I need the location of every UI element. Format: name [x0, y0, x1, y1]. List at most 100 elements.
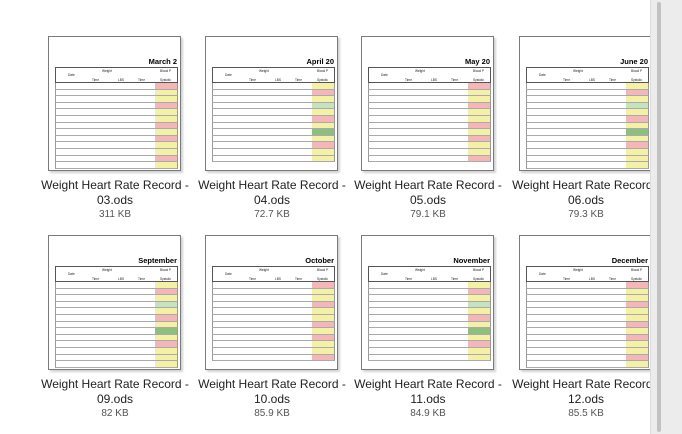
file-name-line2: 06.ods	[567, 193, 605, 207]
sheet-month-title: October	[305, 256, 334, 265]
file-item[interactable]: October Date Weight Time LBS Time Blood P Systo…	[192, 235, 352, 425]
sheet-row	[526, 341, 649, 348]
file-item[interactable]: September Date Weight Time LBS Time Blood P Sys…	[35, 235, 195, 425]
file-thumbnail[interactable]: May 20 Date Weight Time LBS Time Blood P Systol…	[361, 36, 494, 171]
bp-cell	[626, 347, 648, 354]
file-thumbnail[interactable]: November Date Weight Time LBS Time Blood P Syst…	[361, 235, 494, 370]
sheet-month-title: September	[138, 256, 177, 265]
file-name[interactable]: Weight Heart Rate Record -09.ods	[35, 377, 195, 407]
sheet-row	[212, 341, 335, 348]
sheet-row	[368, 148, 491, 156]
file-name[interactable]: Weight Heart Rate Record -05.ods	[348, 178, 508, 208]
sheet-row	[526, 135, 649, 143]
bp-cell	[155, 347, 177, 354]
sheet-row	[212, 295, 335, 302]
bp-cell	[155, 314, 177, 321]
sheet-header-label: Weight	[259, 268, 269, 272]
file-name[interactable]: Weight Heart Rate Record -03.ods	[35, 178, 195, 208]
file-name[interactable]: Weight Heart Rate Record -11.ods	[348, 377, 508, 407]
sheet-row	[526, 83, 649, 90]
file-name-line1: Weight Heart Rate Record -	[41, 377, 189, 391]
sheet-header-label: Blood P	[473, 69, 485, 73]
sheet-header-label: Systolic	[473, 78, 484, 82]
file-item[interactable]: aryDateWeightTimeLBSTimeBlood PSystolicW…	[0, 36, 3, 226]
sheet-row	[526, 115, 649, 123]
bp-cell	[155, 328, 177, 334]
sheet-row	[55, 301, 178, 309]
file-thumbnail[interactable]: December Date Weight Time LBS Time Blood P Syst…	[519, 235, 650, 370]
bp-cell	[468, 354, 490, 361]
scrollbar-thumb[interactable]	[657, 2, 661, 432]
file-item[interactable]: April 20 Date Weight Time LBS Time Blood P Syst…	[192, 36, 352, 226]
sheet-header-label: Date	[539, 73, 546, 77]
file-thumbnail[interactable]: October Date Weight Time LBS Time Blood P Systo…	[205, 235, 338, 370]
file-thumbnail[interactable]: September Date Weight Time LBS Time Blood P Sys…	[48, 235, 181, 370]
file-name[interactable]: Weight Heart Rate Record -04.ods	[192, 178, 352, 208]
file-item[interactable]: December Date Weight Time LBS Time Blood P Syst…	[506, 235, 650, 425]
file-name-line1: Weight Heart Rate Record -	[198, 377, 346, 391]
sheet-row	[526, 361, 649, 368]
bp-cell	[626, 89, 648, 96]
bp-cell	[468, 102, 490, 109]
sheet-header-label: Time	[295, 277, 302, 281]
file-name[interactable]: Weight Heart Rate Record -06.ods	[506, 178, 650, 208]
file-thumbnail[interactable]: April 20 Date Weight Time LBS Time Blood P Syst…	[205, 36, 338, 171]
sheet-row	[368, 129, 491, 136]
file-name[interactable]: Weight Heart Rate Record -	[0, 178, 3, 193]
file-thumbnail[interactable]: June 20 Date Weight Time LBS Time Blood P Systo…	[519, 36, 650, 171]
bp-cell	[155, 321, 177, 328]
sheet-header-label: Time	[451, 277, 458, 281]
sheet-rows	[55, 83, 178, 169]
sheet-row	[526, 96, 649, 103]
file-item[interactable]: November Date Weight Time LBS Time Blood P Syst…	[348, 235, 508, 425]
bp-cell	[468, 301, 490, 308]
sheet-header-label: LBS	[118, 78, 125, 82]
bp-cell	[312, 314, 334, 321]
file-item[interactable]: May 20 Date Weight Time LBS Time Blood P Systol…	[348, 36, 508, 226]
sheet-row	[368, 102, 491, 110]
file-thumbnail[interactable]: March 2 Date Weight Time LBS Time Blood P Systo…	[48, 36, 181, 171]
sheet-row	[212, 148, 335, 156]
sheet-row	[526, 162, 649, 169]
bp-cell	[155, 334, 177, 341]
file-name-line1: Weight Heart Rate Record -	[198, 178, 346, 192]
sheet-header: Date Weight Time LBS Time Blood P Systolic	[55, 266, 178, 282]
vertical-scrollbar[interactable]	[650, 0, 682, 434]
bp-cell	[626, 162, 648, 168]
sheet-row	[368, 122, 491, 130]
bp-cell	[155, 295, 177, 301]
sheet-header-label: Blood P	[160, 69, 172, 73]
sheet-header-label: Weight	[573, 69, 583, 73]
sheet-row	[55, 155, 178, 163]
sheet-row	[212, 122, 335, 130]
bp-cell	[626, 96, 648, 102]
bp-cell	[626, 142, 648, 148]
sheet-row	[55, 89, 178, 97]
sheet-row	[526, 301, 649, 309]
file-name[interactable]: Weight Heart Rate Record -12.ods	[506, 377, 650, 407]
file-item[interactable]: March 2 Date Weight Time LBS Time Blood P Systo…	[35, 36, 195, 226]
file-name[interactable]: Weight Heart Rate Record -	[0, 377, 3, 392]
sheet-row	[55, 162, 178, 169]
bp-cell	[626, 135, 648, 142]
sheet-header-label: Weight	[415, 268, 425, 272]
file-name[interactable]: Weight Heart Rate Record -10.ods	[192, 377, 352, 407]
bp-cell	[155, 135, 177, 142]
bp-cell	[312, 308, 334, 314]
sheet-row	[212, 321, 335, 329]
sheet-row	[526, 354, 649, 362]
file-name-line1: Weight Heart Rate Record -	[354, 377, 502, 391]
sheet-header-label: Systolic	[631, 78, 642, 82]
bp-cell	[155, 308, 177, 314]
bp-cell	[626, 361, 648, 367]
bp-cell	[626, 148, 648, 155]
bp-cell	[468, 334, 490, 341]
sheet-header-label: LBS	[589, 78, 596, 82]
bp-cell	[312, 301, 334, 308]
bp-cell	[312, 129, 334, 135]
bp-cell	[626, 288, 648, 295]
file-item[interactable]: June 20 Date Weight Time LBS Time Blood P Systo…	[506, 36, 650, 226]
sheet-row	[526, 109, 649, 116]
bp-cell	[155, 96, 177, 102]
